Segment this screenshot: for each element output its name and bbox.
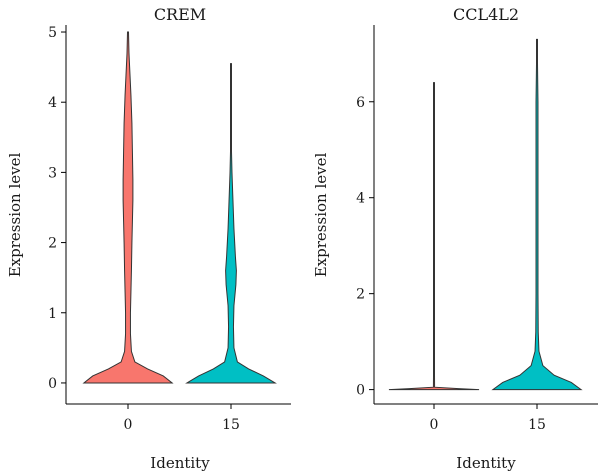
violin-0 (388, 82, 480, 391)
y-axis-label: Expression level (312, 153, 330, 278)
x-tick-label: 0 (430, 417, 439, 433)
y-tick-label: 0 (356, 383, 365, 399)
panel-title: CCL4L2 (453, 5, 519, 24)
y-tick-label: 5 (48, 25, 57, 41)
x-tick-label: 15 (222, 417, 240, 433)
violin-15 (491, 38, 583, 391)
y-tick-label: 4 (356, 191, 365, 207)
panel-title: CREM (154, 5, 206, 24)
y-tick-label: 3 (48, 165, 57, 181)
x-axis-label: Identity (150, 454, 210, 472)
x-tick-label: 0 (124, 417, 133, 433)
y-tick-label: 2 (356, 287, 365, 303)
violin-0 (82, 31, 174, 384)
y-tick-label: 1 (48, 306, 57, 322)
y-tick-label: 4 (48, 95, 57, 111)
y-tick-label: 2 (48, 236, 57, 252)
y-axis-label: Expression level (6, 153, 24, 278)
violin-15 (185, 63, 277, 384)
y-tick-label: 0 (48, 376, 57, 392)
x-tick-label: 15 (528, 417, 546, 433)
x-axis-label: Identity (456, 454, 516, 472)
y-tick-label: 6 (356, 95, 365, 111)
panel-ccl4l2: CCL4L2 Expression level Identity 0 2 4 6 0 15 (312, 5, 598, 472)
panel-crem: CREM Expression level Identity 0 1 2 3 4 5 0 15 (6, 5, 291, 472)
